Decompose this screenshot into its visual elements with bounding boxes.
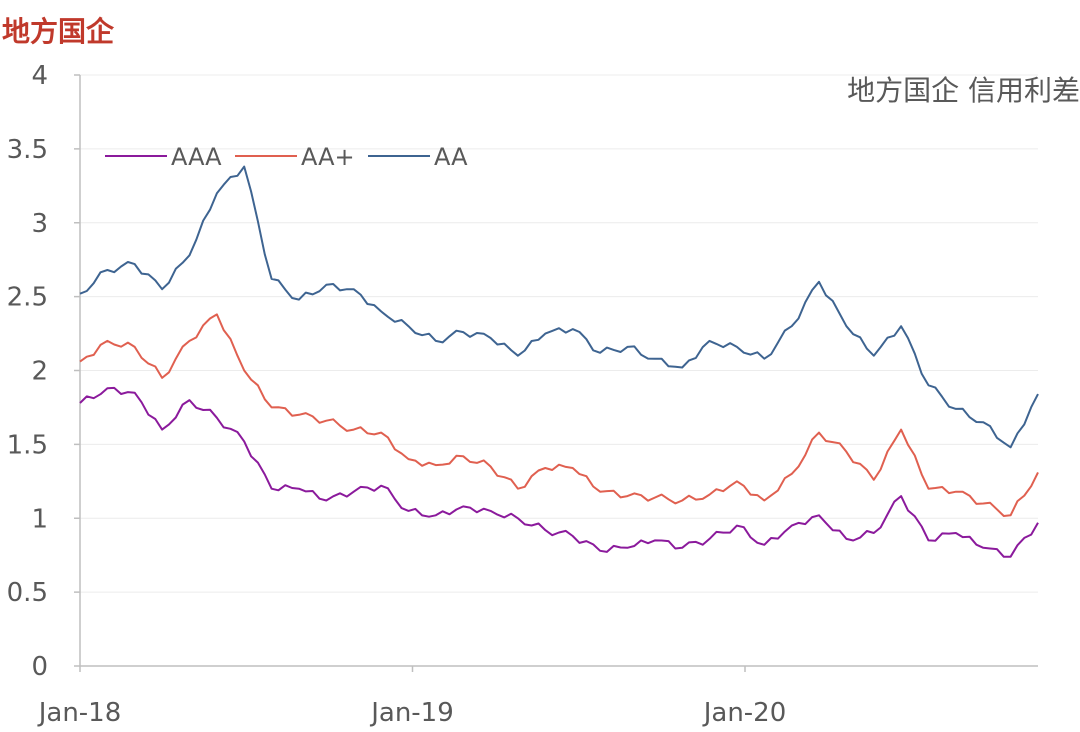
y-tick-labels: 0 0.5 1 1.5 2 2.5 3 3.5 4: [7, 61, 48, 682]
x-tick-label: Jan-19: [369, 698, 454, 728]
series-lines: [79, 165, 1039, 558]
axes: [74, 74, 1038, 672]
series-line-aa: [79, 165, 1039, 449]
legend-label: AAA: [171, 143, 222, 171]
chart-title: 地方国企 信用利差: [847, 74, 1080, 107]
series-line-aaa: [79, 386, 1039, 558]
x-tick-label: Jan-18: [37, 698, 122, 728]
y-tick-label: 3.5: [7, 135, 48, 165]
legend: AAA AA+ AA: [105, 143, 468, 171]
y-tick-label: 2: [31, 357, 48, 387]
y-tick-label: 1.5: [7, 430, 48, 460]
y-tick-label: 0.5: [7, 578, 48, 608]
y-tick-label: 1: [31, 504, 48, 534]
series-line-aa-plus: [79, 313, 1039, 517]
x-tick-label: Jan-20: [702, 698, 787, 728]
gridlines: [80, 74, 1038, 593]
y-tick-label: 4: [31, 61, 48, 91]
y-tick-label: 2.5: [7, 283, 48, 313]
x-tick-labels: Jan-18 Jan-19 Jan-20: [37, 698, 787, 728]
y-tick-label: 0: [31, 652, 48, 682]
y-tick-label: 3: [31, 209, 48, 239]
legend-label: AA: [434, 143, 468, 171]
legend-label: AA+: [301, 143, 355, 171]
page-title: 地方国企: [2, 15, 115, 48]
